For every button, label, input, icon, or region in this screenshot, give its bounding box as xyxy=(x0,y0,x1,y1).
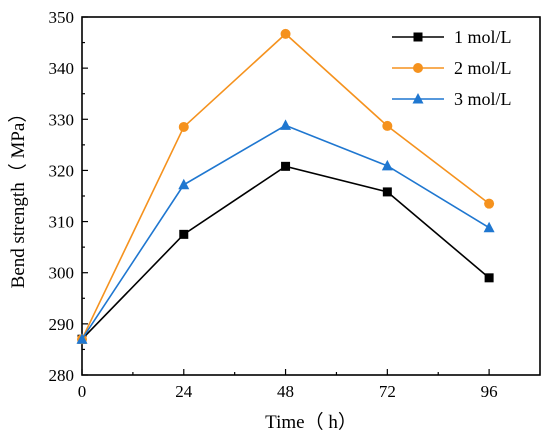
legend-item: 2 mol/L xyxy=(392,58,512,78)
series-line xyxy=(81,32,490,340)
data-point xyxy=(179,229,189,239)
series xyxy=(76,28,495,345)
series-group xyxy=(77,161,494,344)
data-point xyxy=(76,333,88,344)
y-tick-label: 310 xyxy=(49,213,75,232)
ticks: 0 24 48 72 96 280 290 300 310 320 330 340 350 xyxy=(49,8,498,401)
y-tick-label: 280 xyxy=(49,366,75,385)
y-tick-label: 330 xyxy=(49,110,75,129)
legend-marker xyxy=(413,63,423,73)
x-tick-label: 0 xyxy=(78,382,87,401)
data-point xyxy=(178,121,189,132)
data-point xyxy=(281,161,291,171)
legend: 1 mol/L 2 mol/L 3 mol/L xyxy=(392,27,512,109)
legend-label: 3 mol/L xyxy=(454,89,512,109)
x-tick-label: 72 xyxy=(379,382,396,401)
data-point xyxy=(382,187,392,197)
legend-marker xyxy=(413,32,423,42)
series-line xyxy=(81,165,490,340)
legend-item: 3 mol/L xyxy=(392,89,512,109)
data-point xyxy=(381,159,393,171)
data-point xyxy=(483,221,495,233)
data-point xyxy=(280,119,292,130)
x-tick-label: 24 xyxy=(175,382,193,401)
legend-marker xyxy=(412,93,424,104)
data-point xyxy=(484,273,494,283)
data-point xyxy=(484,198,495,209)
series-group xyxy=(76,119,495,344)
x-tick-label: 48 xyxy=(277,382,294,401)
y-tick-label: 340 xyxy=(49,59,75,78)
x-axis-title: Time（ h） xyxy=(265,411,357,433)
data-point xyxy=(178,178,190,190)
series-group xyxy=(77,28,495,345)
data-point xyxy=(280,28,291,39)
x-tick-label: 96 xyxy=(481,382,498,401)
legend-label: 1 mol/L xyxy=(454,27,512,47)
y-tick-label: 300 xyxy=(49,264,75,283)
y-axis-title: Bend strength（ MPa） xyxy=(7,104,29,289)
data-point xyxy=(382,120,393,131)
y-tick-label: 320 xyxy=(49,161,75,180)
legend-item: 1 mol/L xyxy=(392,27,512,47)
legend-label: 2 mol/L xyxy=(454,58,512,78)
y-tick-label: 350 xyxy=(49,8,75,27)
y-tick-label: 290 xyxy=(49,315,75,334)
